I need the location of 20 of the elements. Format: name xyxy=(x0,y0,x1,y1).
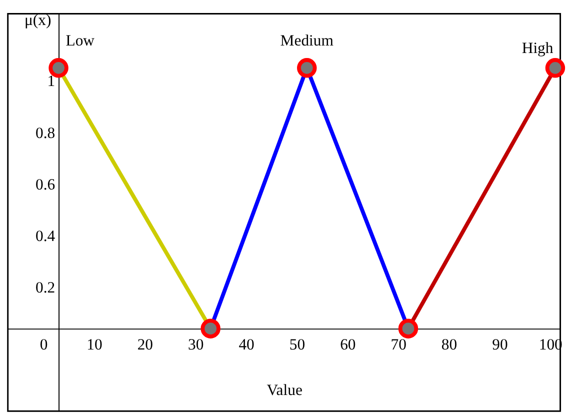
x-tick-label: 0 xyxy=(40,336,48,354)
y-tick-label: 0.6 xyxy=(35,176,56,194)
x-tick-label: 30 xyxy=(188,336,204,354)
x-axis-title: Value xyxy=(266,382,302,399)
x-tick-label: 20 xyxy=(137,336,154,354)
x-tick-label: 70 xyxy=(390,336,407,354)
x-tick-label: 90 xyxy=(492,336,508,354)
annotation: Low xyxy=(66,32,96,50)
x-tick-label: 10 xyxy=(86,336,102,354)
x-tick-label: 40 xyxy=(238,336,255,354)
annotation: Medium xyxy=(280,32,334,50)
y-tick-label: 0.4 xyxy=(35,228,56,246)
y-axis-title: μ(x) xyxy=(24,12,52,30)
y-tick-label: 0.2 xyxy=(35,280,56,297)
x-tick-label: 50 xyxy=(289,336,306,354)
y-tick-label: 0.8 xyxy=(35,124,56,142)
x-tick-label: 60 xyxy=(340,336,356,354)
annotation: High xyxy=(522,40,554,58)
y-tick-label: 1 xyxy=(47,73,56,90)
x-tick-label: 80 xyxy=(441,336,458,354)
